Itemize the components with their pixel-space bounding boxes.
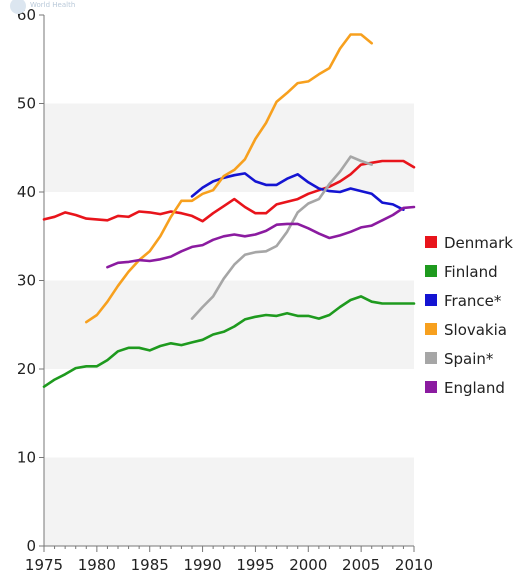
x-tick-label: 1980 [78,556,116,574]
x-axis-ticks: 1975 1980 1985 1990 1995 2000 2005 2010 [25,546,433,574]
legend-swatch-slovakia [425,323,437,335]
series-line-england [106,205,416,269]
x-tick-label: 2005 [342,556,380,574]
legend-label-england: England [444,379,505,397]
legend-label-spain: Spain* [444,350,494,368]
legend-label-france: France* [444,292,502,310]
x-tick-label: 1995 [236,556,274,574]
legend-swatch-spain [425,352,437,364]
grid-band [44,280,414,369]
x-tick-label: 2000 [289,556,327,574]
legend-swatch-england [425,381,437,393]
legend-swatch-denmark [425,236,437,248]
legend-label-finland: Finland [444,263,498,281]
grid-band [44,369,414,458]
legend-label-denmark: Denmark [444,234,513,252]
legend-swatch-france [425,294,437,306]
series-line-slovakia [85,33,373,324]
y-tick-label: 30 [17,272,36,290]
grid-bands [44,15,414,546]
y-tick-label: 50 [17,95,36,113]
grid-band [44,457,414,546]
grid-band [44,103,414,192]
series-lines [42,33,416,388]
y-tick-label: 10 [17,449,36,467]
series-line-spain [190,155,373,320]
y-tick-label: 20 [17,360,36,378]
y-tick-label: 40 [17,183,36,201]
legend: Denmark Finland France* Slovakia Spain* Engla… [425,234,513,397]
series-line-finland [42,295,416,388]
legend-swatch-finland [425,265,437,277]
series-line-france [190,172,405,211]
y-tick-label: 0 [26,537,36,555]
globe-icon [10,0,26,14]
x-tick-label: 2010 [395,556,433,574]
grid-band [44,15,414,104]
watermark-logo: World Health [10,0,75,14]
legend-label-slovakia: Slovakia [444,321,507,339]
x-tick-label: 1985 [131,556,169,574]
series-line-denmark [42,159,416,223]
watermark-text: World Health [30,1,75,9]
x-tick-label: 1975 [25,556,63,574]
x-tick-label: 1990 [183,556,221,574]
